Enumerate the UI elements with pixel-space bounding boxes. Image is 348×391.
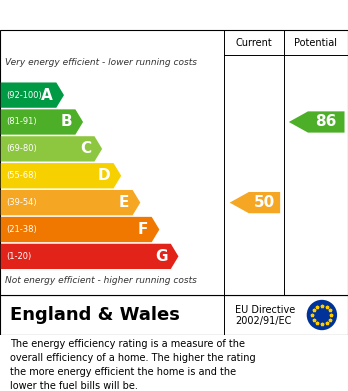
- Polygon shape: [230, 192, 280, 213]
- Text: G: G: [155, 249, 167, 264]
- Text: The energy efficiency rating is a measure of the
overall efficiency of a home. T: The energy efficiency rating is a measur…: [10, 339, 256, 391]
- Text: Potential: Potential: [294, 38, 337, 48]
- Text: A: A: [41, 88, 53, 102]
- Text: 50: 50: [254, 195, 275, 210]
- Text: Very energy efficient - lower running costs: Very energy efficient - lower running co…: [5, 58, 197, 67]
- Polygon shape: [1, 109, 83, 135]
- Polygon shape: [1, 217, 159, 242]
- Text: Not energy efficient - higher running costs: Not energy efficient - higher running co…: [5, 276, 197, 285]
- Text: 86: 86: [316, 115, 337, 129]
- Polygon shape: [289, 111, 345, 133]
- Polygon shape: [1, 136, 102, 161]
- Text: England & Wales: England & Wales: [10, 306, 180, 324]
- Text: D: D: [97, 168, 110, 183]
- Text: (92-100): (92-100): [6, 91, 42, 100]
- Text: (21-38): (21-38): [6, 225, 37, 234]
- Text: F: F: [138, 222, 148, 237]
- Text: EU Directive: EU Directive: [235, 305, 295, 315]
- Polygon shape: [1, 244, 179, 269]
- Text: (55-68): (55-68): [6, 171, 37, 180]
- Text: (81-91): (81-91): [6, 117, 37, 127]
- Text: E: E: [119, 195, 129, 210]
- Polygon shape: [1, 163, 121, 188]
- Polygon shape: [1, 190, 140, 215]
- Text: Energy Efficiency Rating: Energy Efficiency Rating: [10, 7, 220, 23]
- Polygon shape: [1, 83, 64, 108]
- Ellipse shape: [307, 300, 337, 330]
- Text: (1-20): (1-20): [6, 252, 32, 261]
- Text: Current: Current: [236, 38, 272, 48]
- Text: 2002/91/EC: 2002/91/EC: [235, 316, 291, 326]
- Text: (69-80): (69-80): [6, 144, 37, 153]
- Text: (39-54): (39-54): [6, 198, 37, 207]
- Text: B: B: [60, 115, 72, 129]
- Text: C: C: [80, 142, 91, 156]
